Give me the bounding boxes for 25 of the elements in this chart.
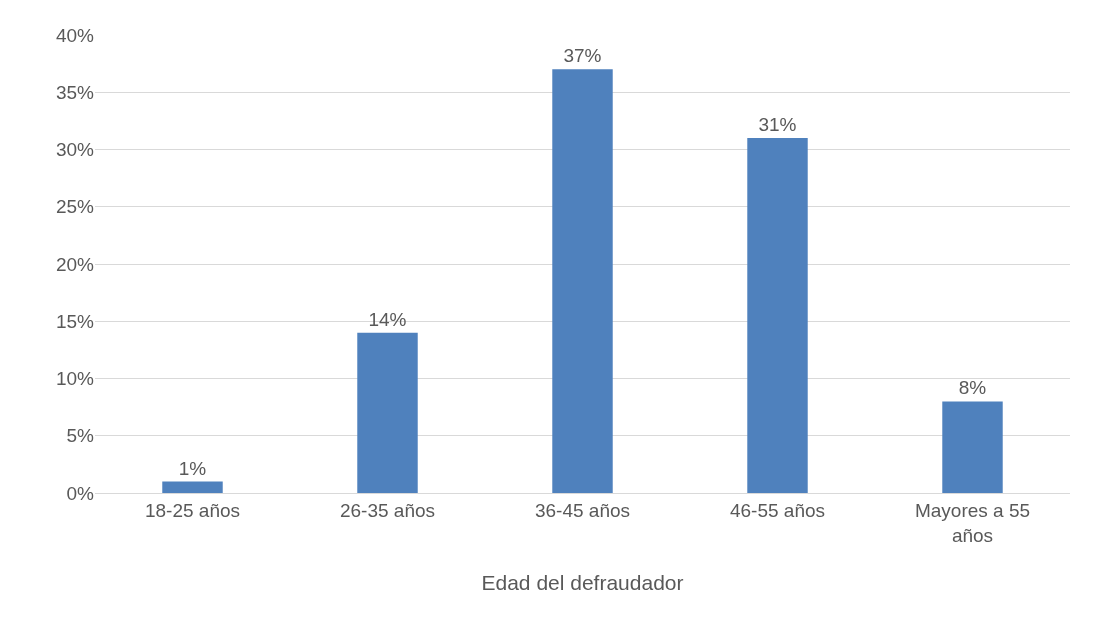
y-tick-label: 40% (55, 24, 95, 46)
y-tick-label: 0% (66, 482, 95, 504)
y-tick-label: 30% (55, 139, 95, 161)
x-tick-label: 18-25 años (144, 499, 241, 521)
x-axis-title: Edad del defraudador (481, 570, 684, 594)
x-tick-label: 46-55 años (729, 499, 826, 521)
bar (552, 69, 613, 493)
bar (357, 332, 418, 493)
data-label: 8% (958, 377, 987, 399)
y-tick-label: 35% (55, 81, 95, 103)
x-tick-label: 26-35 años (339, 499, 436, 521)
data-label: 31% (758, 114, 797, 136)
y-tick-label: 15% (55, 310, 95, 332)
y-tick-label: 10% (55, 368, 95, 390)
x-tick-label: 36-45 años (534, 499, 631, 521)
y-tick-label: 25% (55, 196, 95, 218)
bar (747, 138, 808, 493)
y-tick-label: 20% (55, 253, 95, 275)
y-tick-label: 5% (66, 425, 95, 447)
bar (942, 401, 1003, 493)
data-label: 37% (563, 45, 602, 67)
x-tick-label: Mayores a 55 años (914, 499, 1031, 546)
bar (162, 481, 223, 493)
data-label: 1% (178, 457, 207, 479)
data-label: 14% (368, 308, 407, 330)
